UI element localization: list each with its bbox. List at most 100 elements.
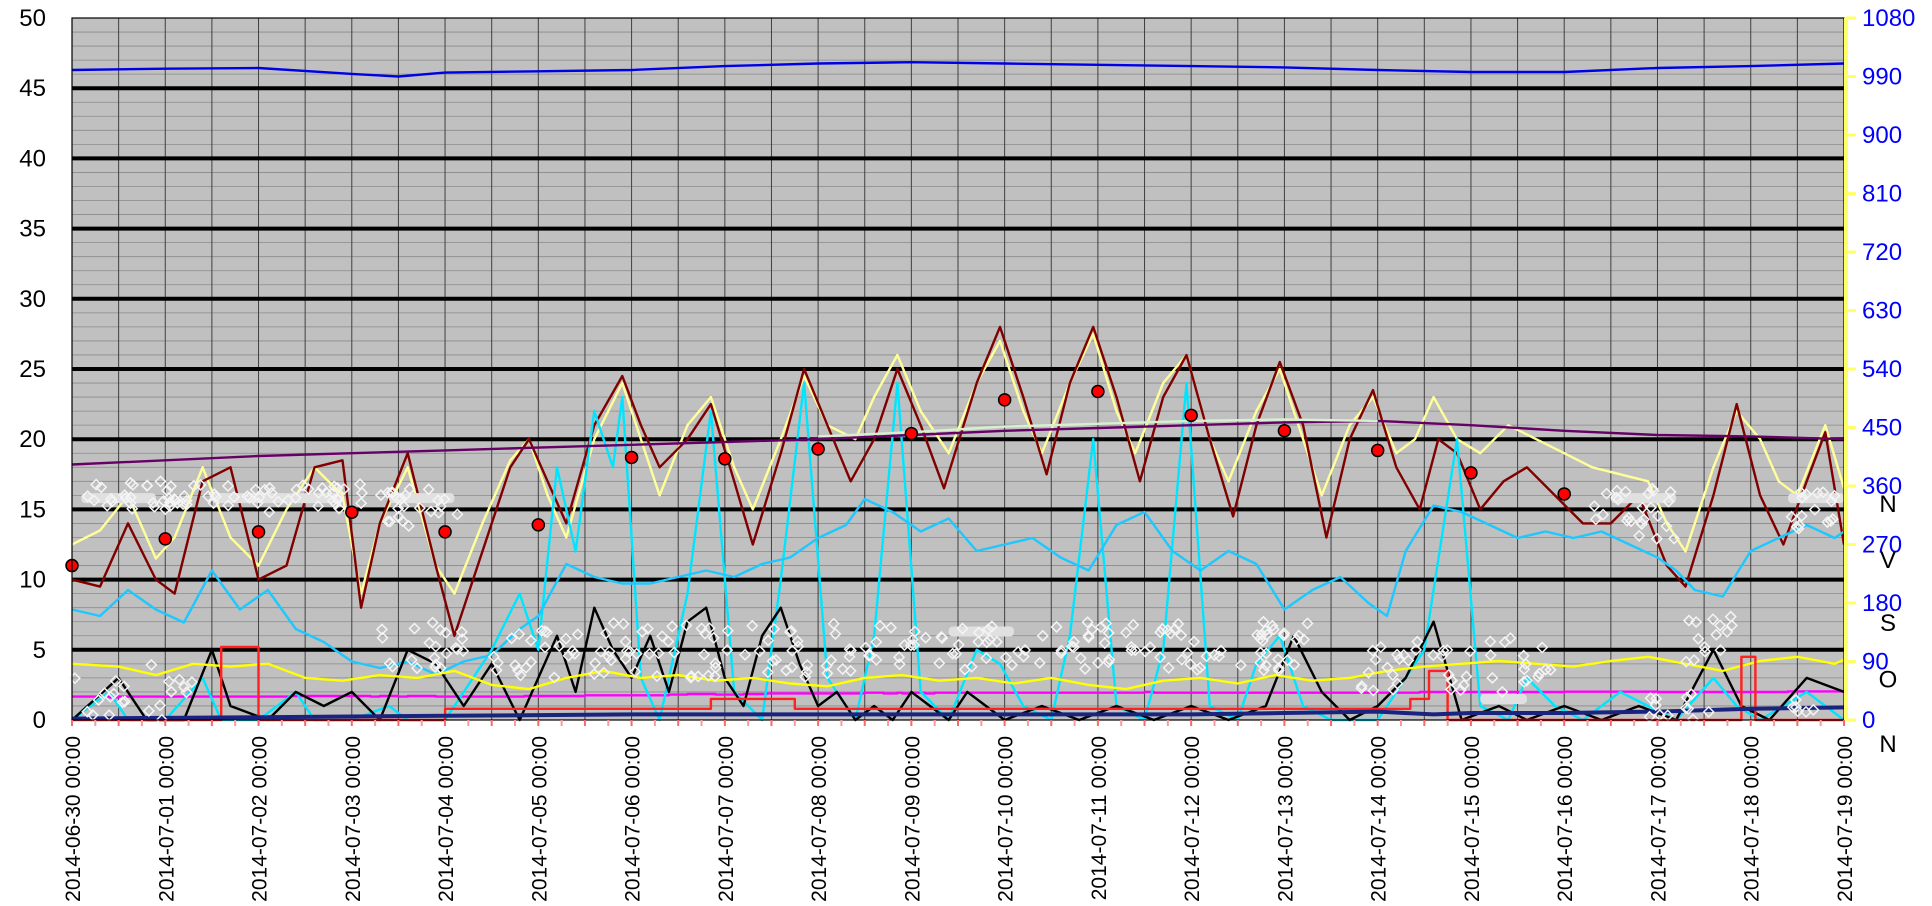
red-marker-7: [718, 452, 732, 466]
diamond-marker: [1191, 663, 1204, 676]
diamond-marker: [1789, 693, 1802, 706]
red-marker-6: [624, 450, 639, 465]
diamond-marker: [538, 625, 551, 638]
diamond-marker: [568, 647, 581, 660]
diamond-marker: [1624, 515, 1638, 528]
diamond-marker: [1664, 485, 1677, 498]
diamond-marker: [1636, 501, 1649, 514]
diamond-marker: [721, 644, 734, 657]
right-tick-label: 90: [1862, 649, 1889, 676]
diamond-marker: [1785, 510, 1798, 523]
diamond-marker: [843, 650, 856, 663]
diamond-marker: [1081, 616, 1094, 629]
diamond-marker: [104, 690, 117, 703]
left-tick-label: 30: [19, 286, 46, 313]
diamond-marker: [990, 635, 1003, 648]
diamond-marker: [571, 628, 584, 641]
diamond-marker: [424, 505, 437, 518]
diamond-marker: [1706, 613, 1720, 626]
left-tick-label: 25: [19, 356, 46, 383]
diamond-marker: [1292, 629, 1305, 642]
diamond-marker: [1162, 661, 1175, 674]
diamond-marker: [1260, 647, 1273, 660]
diamond-marker: [312, 486, 325, 499]
diamond-marker: [746, 619, 759, 632]
left-axis-labels: 0 5 10 15 20 25 30 35 40 45 50: [19, 5, 46, 734]
diamond-marker: [1520, 674, 1533, 687]
diamond-marker: [698, 648, 711, 661]
diamond-marker: [272, 495, 285, 508]
diamond-marker: [605, 654, 618, 667]
diamond-marker: [90, 478, 103, 491]
diamond-marker: [117, 680, 131, 693]
diamond-marker: [88, 494, 101, 507]
diamond-marker: [1533, 667, 1546, 680]
diamond-marker: [253, 491, 266, 504]
diamond-marker: [162, 675, 175, 688]
diamond-marker: [1175, 629, 1188, 642]
diamond-marker: [109, 674, 122, 687]
diamond-marker: [386, 486, 399, 499]
diamond-marker: [666, 620, 679, 633]
diamond-marker: [884, 621, 897, 634]
diamond-marker: [289, 491, 302, 504]
diamond-marker: [249, 483, 262, 496]
diamond-marker: [843, 643, 856, 656]
diamond-marker: [1099, 617, 1113, 630]
diamond-marker: [1597, 508, 1610, 521]
diamond-marker: [258, 483, 271, 497]
diamond-marker: [1033, 656, 1046, 669]
diamond-marker: [1621, 514, 1634, 527]
diamond-marker: [904, 639, 918, 652]
diamond-marker: [1381, 661, 1394, 674]
diamond-marker: [662, 635, 675, 648]
diamond-marker: [375, 623, 388, 636]
diamond-marker: [1714, 619, 1727, 632]
diamond-marker: [511, 664, 524, 677]
diamond-marker: [177, 497, 190, 511]
diamond-marker: [1427, 649, 1440, 662]
diamond-marker: [1793, 519, 1806, 532]
diamond-marker: [524, 634, 537, 647]
diamond-marker: [202, 490, 215, 503]
diamond-marker: [1184, 658, 1197, 671]
series-line-0: [71, 61, 1845, 78]
right-tick-label: 900: [1862, 122, 1902, 149]
diamond-marker: [780, 664, 793, 677]
diamond-marker: [1687, 654, 1701, 667]
diamond-marker: [1660, 520, 1673, 533]
red-marker-10: [997, 393, 1012, 407]
red-marker-11: [1091, 384, 1105, 399]
diamond-marker: [1119, 626, 1133, 639]
diamond-marker: [870, 635, 883, 649]
diamond-marker: [1129, 644, 1142, 657]
diamond-marker: [650, 670, 664, 683]
compass-label: O: [1879, 666, 1898, 693]
left-tick-label: 40: [19, 145, 46, 172]
diamond-marker: [1281, 654, 1294, 667]
diamond-marker: [1486, 671, 1499, 685]
diamond-marker: [1018, 643, 1032, 657]
diamond-marker: [1103, 653, 1116, 666]
diamond-marker: [1172, 617, 1185, 630]
diamond-marker: [919, 631, 932, 644]
diamond-marker: [1409, 643, 1423, 656]
diamond-marker: [227, 490, 241, 504]
diamond-marker: [652, 647, 665, 660]
diamond-marker: [381, 515, 394, 528]
diamond-marker: [1254, 656, 1267, 669]
diamond-marker: [946, 647, 959, 660]
right-tick-label: 810: [1862, 181, 1902, 208]
diamond-marker: [434, 623, 447, 636]
diamond-marker: [222, 499, 235, 512]
diamond-marker: [1355, 682, 1368, 695]
red-marker-16: [1557, 487, 1571, 501]
x-tick-label: 2014-07-11 00:00: [1088, 736, 1111, 900]
diamond-marker: [525, 655, 538, 669]
diamond-marker: [792, 640, 805, 653]
x-tick-label: 2014-07-07 00:00: [715, 736, 738, 901]
diamond-marker: [1588, 500, 1601, 513]
diamond-marker: [434, 661, 447, 675]
diamond-marker: [159, 503, 172, 516]
diamond-marker: [337, 482, 351, 496]
